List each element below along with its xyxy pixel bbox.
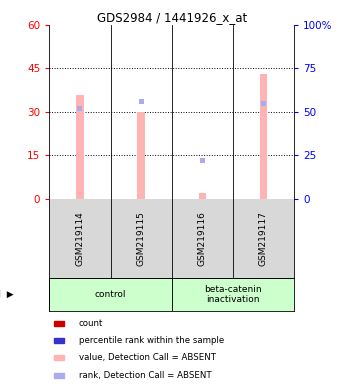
Text: beta-catenin
inactivation: beta-catenin inactivation xyxy=(204,285,262,304)
Text: count: count xyxy=(79,319,103,328)
Bar xyxy=(54,373,65,378)
Bar xyxy=(199,193,206,199)
Point xyxy=(261,100,266,106)
Point xyxy=(200,157,205,164)
Text: protocol  ▶: protocol ▶ xyxy=(0,290,14,299)
Bar xyxy=(76,94,84,199)
Text: GSM219114: GSM219114 xyxy=(75,211,84,266)
Bar xyxy=(137,112,145,199)
Bar xyxy=(54,356,65,360)
Text: rank, Detection Call = ABSENT: rank, Detection Call = ABSENT xyxy=(79,371,211,380)
Bar xyxy=(49,278,172,311)
Text: percentile rank within the sample: percentile rank within the sample xyxy=(79,336,224,345)
Text: GSM219115: GSM219115 xyxy=(137,211,146,266)
Text: value, Detection Call = ABSENT: value, Detection Call = ABSENT xyxy=(79,353,216,362)
Text: GSM219116: GSM219116 xyxy=(198,211,207,266)
Bar xyxy=(54,321,65,326)
Bar xyxy=(260,74,267,199)
Point xyxy=(138,98,144,104)
Point xyxy=(77,105,83,111)
Bar xyxy=(172,278,294,311)
Text: control: control xyxy=(95,290,126,299)
Title: GDS2984 / 1441926_x_at: GDS2984 / 1441926_x_at xyxy=(97,11,247,24)
Text: GSM219117: GSM219117 xyxy=(259,211,268,266)
Bar xyxy=(54,338,65,343)
